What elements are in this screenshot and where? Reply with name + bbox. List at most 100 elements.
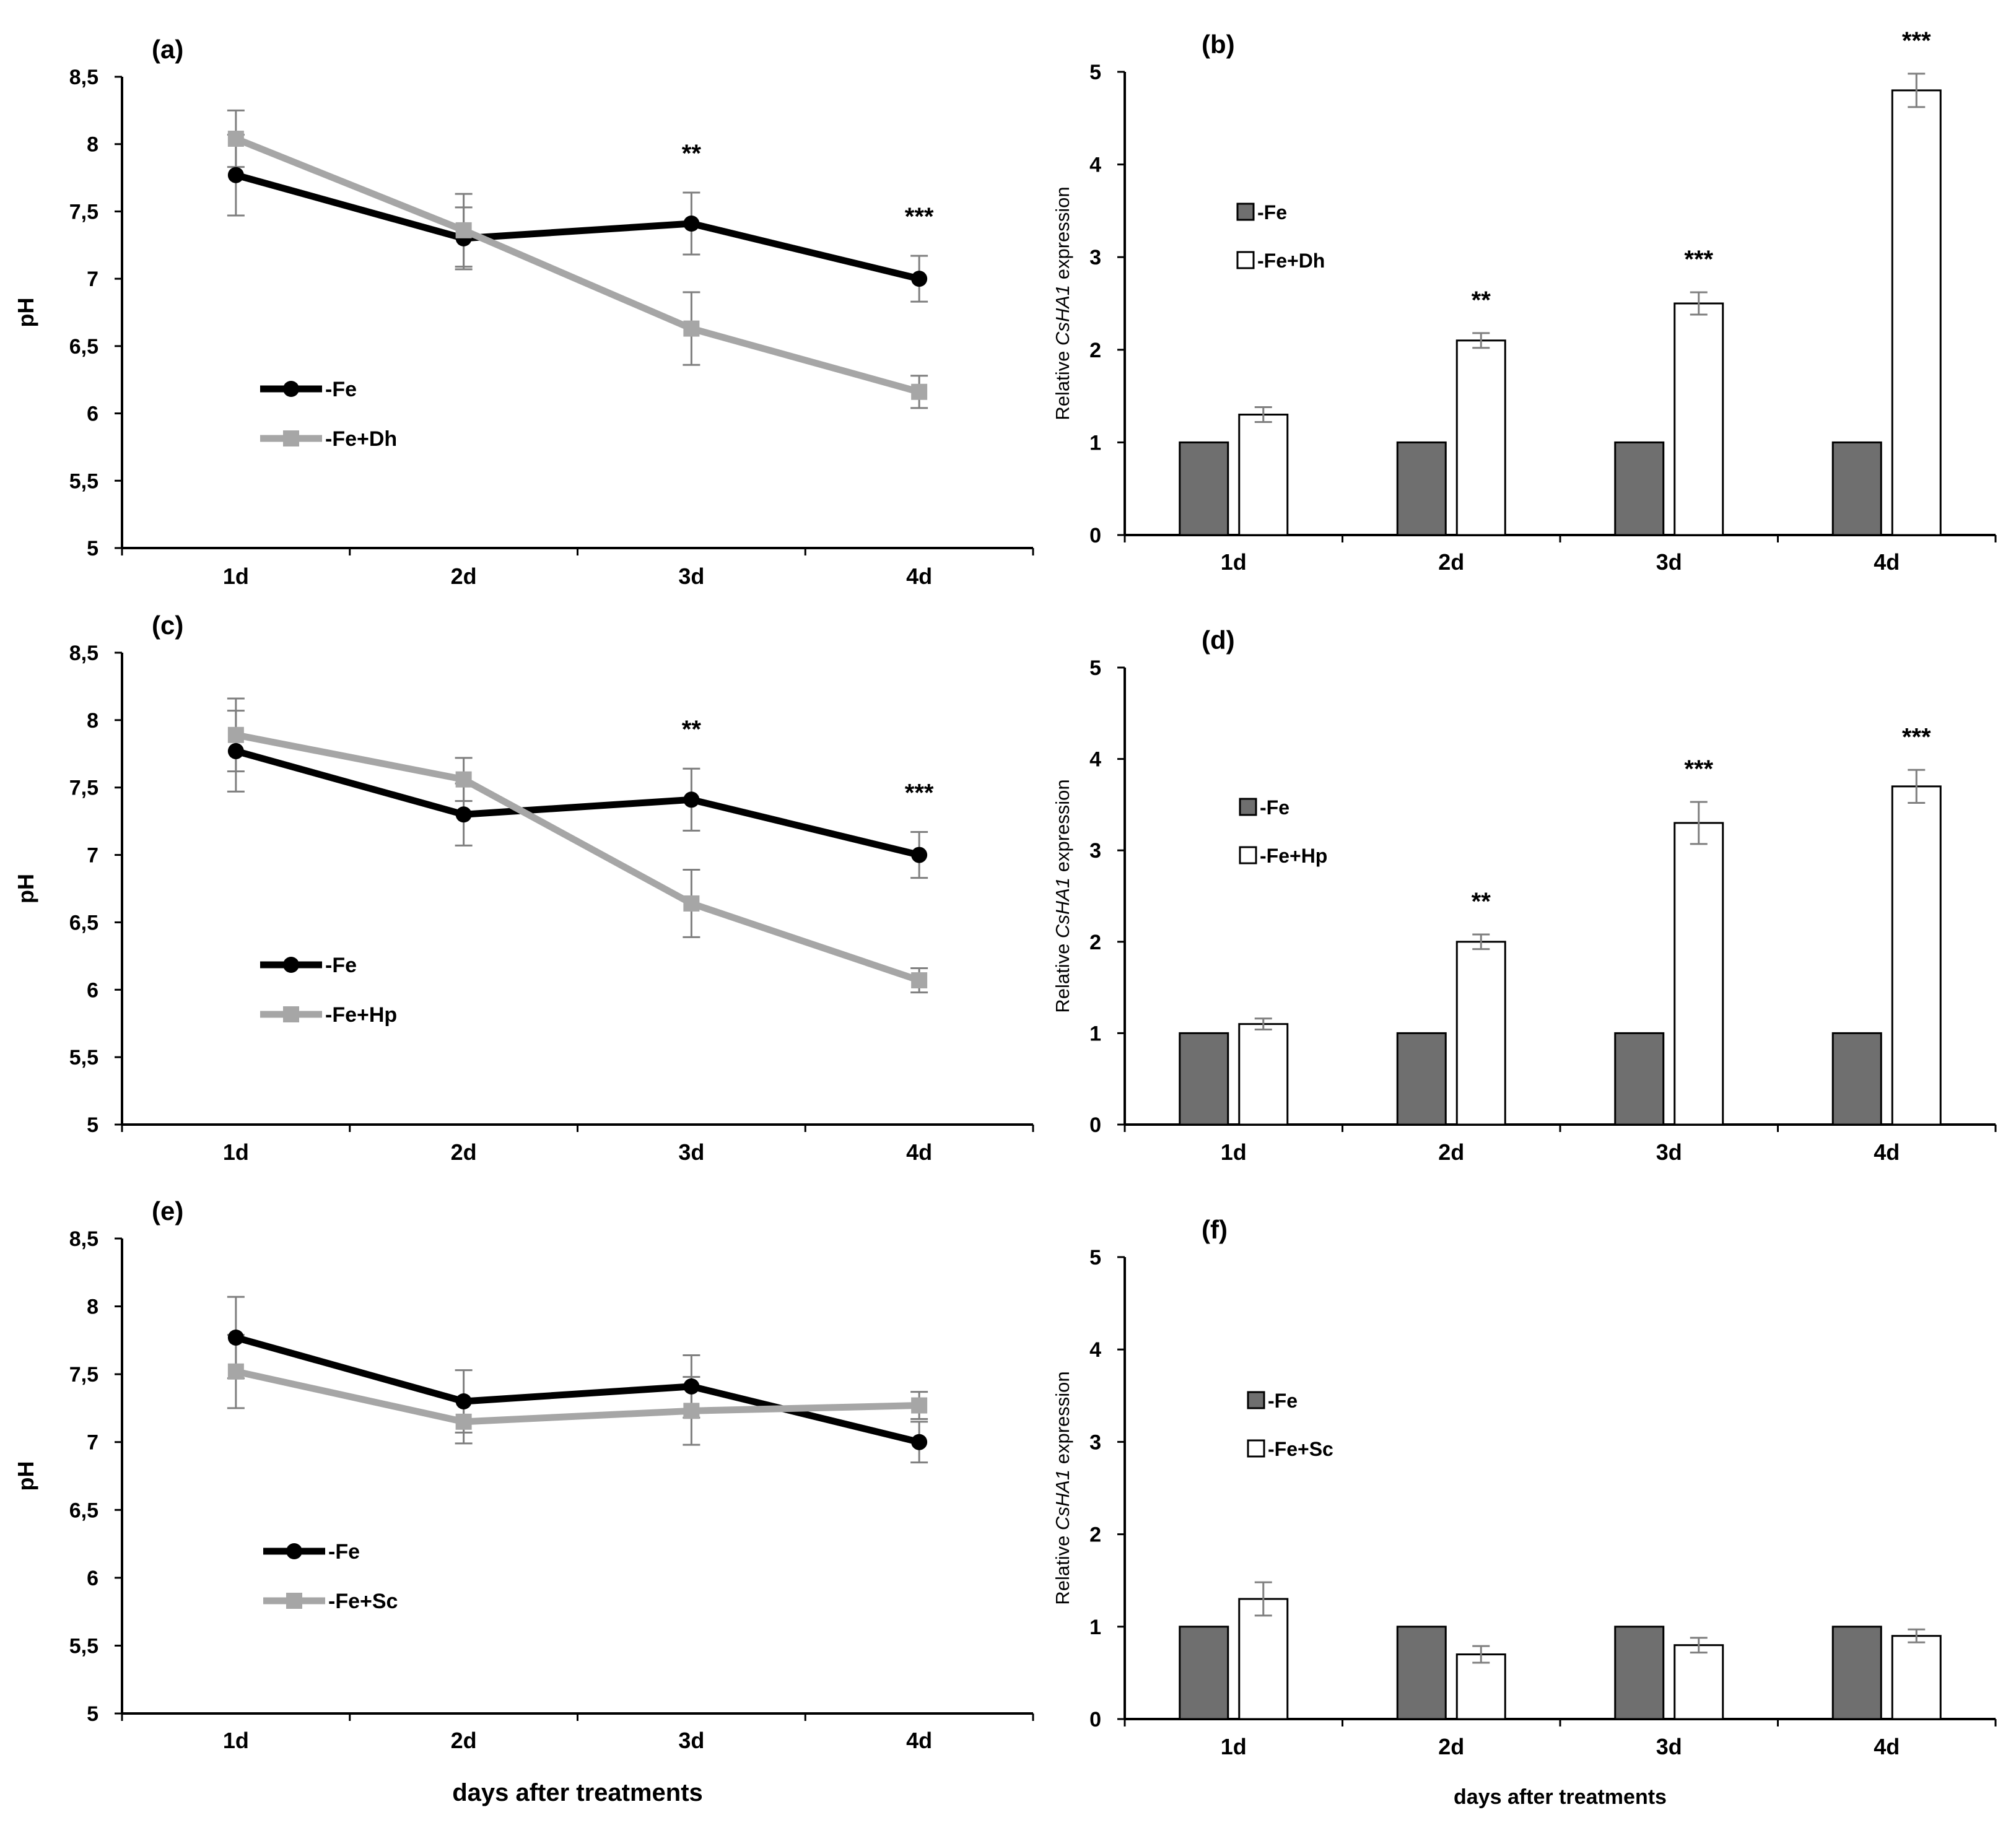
y-tick-label: 1 xyxy=(1089,1022,1101,1045)
bar-treatment xyxy=(1891,785,1942,1126)
y-tick-label: 8 xyxy=(87,1295,98,1319)
y-axis-title-suffix: expression xyxy=(1052,186,1073,285)
legend-label: -Fe xyxy=(1257,201,1287,224)
data-point xyxy=(227,167,244,183)
x-tick-label: 1d xyxy=(223,1139,249,1165)
x-tick-label: 4d xyxy=(1874,1139,1900,1165)
y-tick-label: 6,5 xyxy=(69,335,98,359)
y-tick-label: 3 xyxy=(1089,246,1101,269)
y-tick-label: 1 xyxy=(1089,1616,1101,1639)
significance-label: ** xyxy=(682,140,702,167)
legend-label: -Fe+Hp xyxy=(325,1003,397,1027)
x-tick-label: 4d xyxy=(906,1728,932,1753)
x-axis-title: days after treatments xyxy=(1454,1785,1667,1809)
x-tick-label: 2d xyxy=(1438,549,1464,575)
y-tick-label: 8 xyxy=(87,709,98,733)
y-tick-label: 6 xyxy=(87,403,98,426)
y-axis-title-gene: CsHA1 xyxy=(1052,1469,1073,1530)
y-tick-label: 5 xyxy=(1089,656,1101,680)
y-tick-label: 4 xyxy=(1089,154,1101,177)
legend-swatch xyxy=(1247,1439,1265,1458)
data-point xyxy=(683,895,700,912)
chart-panel-c: 5 5,5 6 6,5 7 7,5 8 8,5 1d 2d 3d 4d pH (c) -Fe -Fe+Hp **… xyxy=(13,611,1034,1165)
y-axis-title: pH xyxy=(13,1461,38,1491)
legend-marker xyxy=(286,1593,302,1609)
y-axis-title: Relative CsHA1 expression xyxy=(1052,186,1073,420)
series-line-fe xyxy=(235,747,920,858)
data-point xyxy=(911,972,928,989)
y-tick-label: 5 xyxy=(1089,61,1101,84)
data-point xyxy=(911,1434,928,1450)
y-tick-label: 7 xyxy=(87,844,98,868)
significance-label: ** xyxy=(1472,888,1491,915)
x-tick-label: 1d xyxy=(223,1728,249,1753)
panel-label: (c) xyxy=(152,611,183,640)
x-tick-label: 2d xyxy=(451,1139,477,1165)
significance-label: ** xyxy=(1472,287,1491,314)
bar-treatment xyxy=(1673,822,1724,1126)
legend-label: -Fe xyxy=(325,954,357,977)
y-tick-label: 7,5 xyxy=(69,1363,98,1387)
bar-treatment xyxy=(1238,1023,1289,1126)
legend-label: -Fe+Hp xyxy=(1260,845,1327,867)
x-tick-label: 2d xyxy=(451,564,477,589)
y-tick-label: 5 xyxy=(1089,1246,1101,1269)
y-tick-label: 6,5 xyxy=(69,911,98,934)
data-point xyxy=(227,742,244,759)
legend-label: -Fe+Sc xyxy=(1268,1438,1333,1460)
y-tick-label: 7,5 xyxy=(69,777,98,800)
x-tick-label: 4d xyxy=(906,564,932,589)
chart-panel-a: 5 5,5 6 6,5 7 7,5 8 8,5 1d 2d 3d 4d pH (a) -Fe -Fe+Dh **… xyxy=(13,35,1034,589)
legend-label: -Fe xyxy=(325,378,357,401)
significance-label: *** xyxy=(1902,27,1931,54)
legend-label: -Fe xyxy=(1268,1390,1298,1412)
panel-label: (f) xyxy=(1202,1215,1228,1244)
y-tick-label: 8,5 xyxy=(69,642,98,665)
panel-label: (a) xyxy=(152,35,183,64)
y-tick-label: 7,5 xyxy=(69,200,98,224)
panel-label: (e) xyxy=(152,1196,183,1226)
y-axis-title-gene: CsHA1 xyxy=(1052,285,1073,346)
chart-panel-d: 0 1 2 3 4 5 1d 2d 3d 4d Relative CsHA1 expression (… xyxy=(1052,625,1997,1165)
series-line-fe xyxy=(235,172,920,282)
y-tick-label: 5 xyxy=(87,1702,98,1726)
bar-fe xyxy=(1614,1626,1665,1720)
x-tick-label: 4d xyxy=(1874,1734,1900,1759)
bar-treatment xyxy=(1238,414,1289,536)
data-point xyxy=(683,1403,700,1419)
data-point xyxy=(911,1397,928,1414)
legend-label: -Fe xyxy=(328,1540,360,1564)
legend-label: -Fe+Sc xyxy=(328,1590,398,1613)
significance-label: *** xyxy=(905,203,934,230)
bar-treatment xyxy=(1455,941,1506,1126)
x-tick-label: 2d xyxy=(451,1728,477,1753)
bar-fe xyxy=(1396,1032,1447,1126)
series-line-treatment xyxy=(235,1368,920,1426)
x-tick-label: 2d xyxy=(1438,1139,1464,1165)
y-axis-title-prefix: Relative xyxy=(1052,346,1073,420)
legend-swatch xyxy=(1236,251,1255,269)
y-tick-label: 3 xyxy=(1089,1430,1101,1454)
data-point xyxy=(911,847,928,863)
chart-panel-b: 0 1 2 3 4 5 1d 2d 3d 4d Relative CsHA1 expression (… xyxy=(1052,27,1997,575)
bar-treatment xyxy=(1455,1653,1506,1720)
bar-fe xyxy=(1831,1626,1882,1720)
x-tick-label: 3d xyxy=(678,1728,704,1753)
data-point xyxy=(227,131,244,147)
bar-fe xyxy=(1396,441,1447,536)
legend-marker xyxy=(283,957,299,973)
x-tick-label: 3d xyxy=(678,564,704,589)
y-tick-label: 2 xyxy=(1089,339,1101,362)
y-tick-label: 0 xyxy=(1089,1708,1101,1731)
significance-label: *** xyxy=(1902,723,1931,751)
bar-treatment xyxy=(1455,339,1506,536)
bar-treatment xyxy=(1891,89,1942,536)
x-tick-label: 3d xyxy=(1656,549,1682,575)
y-tick-label: 5,5 xyxy=(69,469,98,493)
data-point xyxy=(227,726,244,743)
series-line-fe xyxy=(235,1334,920,1446)
data-point xyxy=(683,791,700,808)
y-axis-title: pH xyxy=(13,298,38,328)
y-tick-label: 0 xyxy=(1089,1113,1101,1137)
y-axis-title-suffix: expression xyxy=(1052,1371,1073,1469)
